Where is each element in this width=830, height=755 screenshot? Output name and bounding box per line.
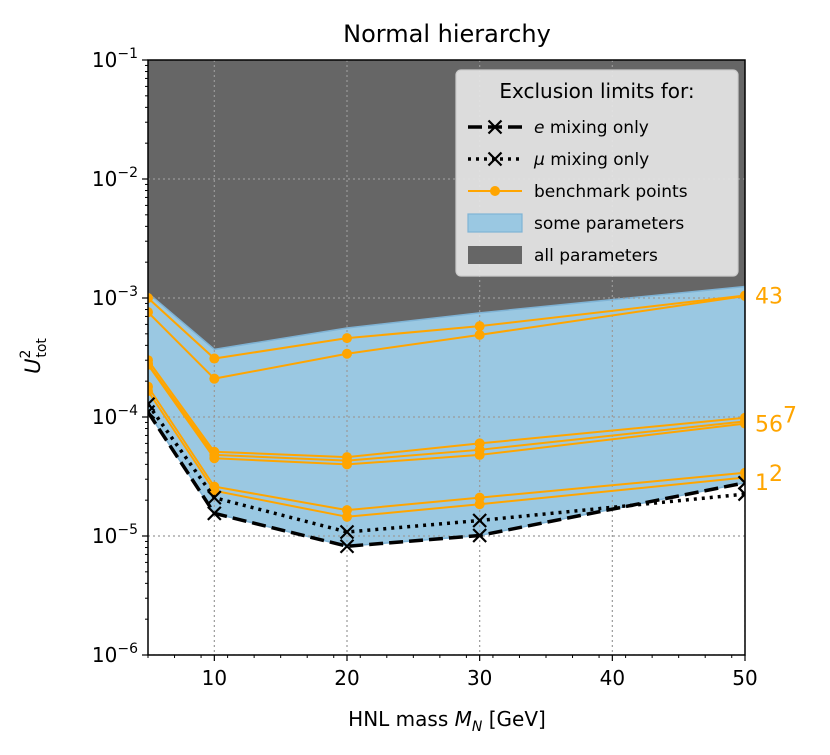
benchmark-point bbox=[148, 307, 153, 318]
benchmark-series-bp-e bbox=[148, 359, 745, 470]
annotations: 43 567 12 bbox=[755, 284, 797, 495]
benchmark-point bbox=[342, 511, 352, 522]
benchmark-point bbox=[342, 333, 352, 344]
legend-label: e mixing only bbox=[534, 118, 649, 138]
legend-title: Exclusion limits for: bbox=[499, 79, 694, 103]
benchmark-annotation: 567 bbox=[755, 404, 797, 438]
benchmark-point bbox=[209, 373, 220, 384]
y-tick-label: 10−1 bbox=[92, 46, 138, 72]
y-tick-label: 10−3 bbox=[92, 284, 138, 310]
legend: Exclusion limits for: e mixing only μ mixi… bbox=[455, 69, 739, 277]
legend-x-marker bbox=[487, 151, 503, 167]
legend-entry-dotted-x: μ mixing only bbox=[468, 150, 649, 170]
benchmark-point bbox=[209, 353, 220, 364]
benchmark-annotation: 12 bbox=[755, 462, 783, 496]
x-tick-label: 50 bbox=[732, 666, 757, 690]
benchmark-point bbox=[342, 459, 352, 470]
plot-frame bbox=[147, 59, 746, 656]
legend-label: some parameters bbox=[534, 214, 684, 234]
x-axis-label: HNL mass MN [GeV] bbox=[348, 707, 546, 735]
benchmark-annotation: 43 bbox=[755, 284, 783, 309]
benchmark-point bbox=[209, 453, 220, 464]
mixing-line bbox=[148, 403, 745, 534]
mixing-x-marker bbox=[737, 486, 745, 502]
y-tick-label: 10−2 bbox=[92, 165, 138, 191]
legend-entry-blue-patch: some parameters bbox=[467, 213, 684, 234]
benchmark-point bbox=[474, 499, 485, 510]
legend-box bbox=[455, 69, 739, 277]
axes: 10 20 30 40 50 10−6 10−5 10−4 10−3 10−2 10−1 bbox=[92, 46, 758, 690]
y-tick-label: 10−5 bbox=[92, 522, 138, 548]
x-tick-label: 30 bbox=[467, 666, 492, 690]
mu-mixing-series bbox=[148, 396, 745, 540]
legend-patch bbox=[468, 246, 522, 264]
benchmark-point bbox=[209, 485, 220, 496]
benchmark-point bbox=[474, 329, 485, 340]
legend-label: benchmark points bbox=[534, 182, 688, 202]
legend-patch bbox=[467, 213, 523, 233]
legend-entry-dashed-x: e mixing only bbox=[468, 118, 649, 138]
legend-entry-orange-line: benchmark points bbox=[468, 182, 688, 202]
legend-entry-gray-patch: all parameters bbox=[468, 246, 658, 266]
benchmark-point bbox=[474, 321, 485, 332]
x-tick-label: 40 bbox=[600, 666, 625, 690]
mixing-x-marker bbox=[207, 506, 222, 521]
benchmark-point bbox=[740, 290, 745, 301]
legend-point bbox=[490, 186, 500, 196]
mixing-x-marker bbox=[339, 538, 355, 554]
benchmark-point bbox=[148, 386, 153, 397]
mixing-x-marker bbox=[472, 513, 487, 528]
legend-label: all parameters bbox=[534, 246, 658, 266]
x-tick-label: 10 bbox=[202, 666, 227, 690]
benchmark-series-bp-b bbox=[148, 290, 745, 384]
benchmark-point bbox=[148, 293, 153, 303]
benchmark-point bbox=[474, 449, 485, 460]
mixing-x-marker bbox=[737, 475, 745, 491]
mixing-line bbox=[148, 411, 745, 549]
mixing-x-marker bbox=[148, 396, 156, 412]
mixing-x-marker bbox=[472, 528, 487, 543]
benchmark-point bbox=[148, 359, 153, 370]
mixing-x-marker bbox=[207, 490, 222, 505]
y-axis-label: U2tot bbox=[18, 338, 50, 374]
chart-title: Normal hierarchy bbox=[343, 20, 551, 48]
e-mixing-series bbox=[148, 404, 745, 554]
y-tick-label: 10−6 bbox=[92, 641, 138, 667]
legend-label: μ mixing only bbox=[533, 150, 649, 170]
benchmark-point bbox=[740, 418, 745, 429]
benchmark-point bbox=[342, 348, 352, 359]
y-tick-label: 10−4 bbox=[92, 403, 138, 429]
grid bbox=[148, 60, 745, 655]
x-tick-label: 20 bbox=[334, 666, 359, 690]
mixing-x-marker bbox=[339, 524, 355, 540]
legend-x-marker bbox=[487, 119, 503, 135]
